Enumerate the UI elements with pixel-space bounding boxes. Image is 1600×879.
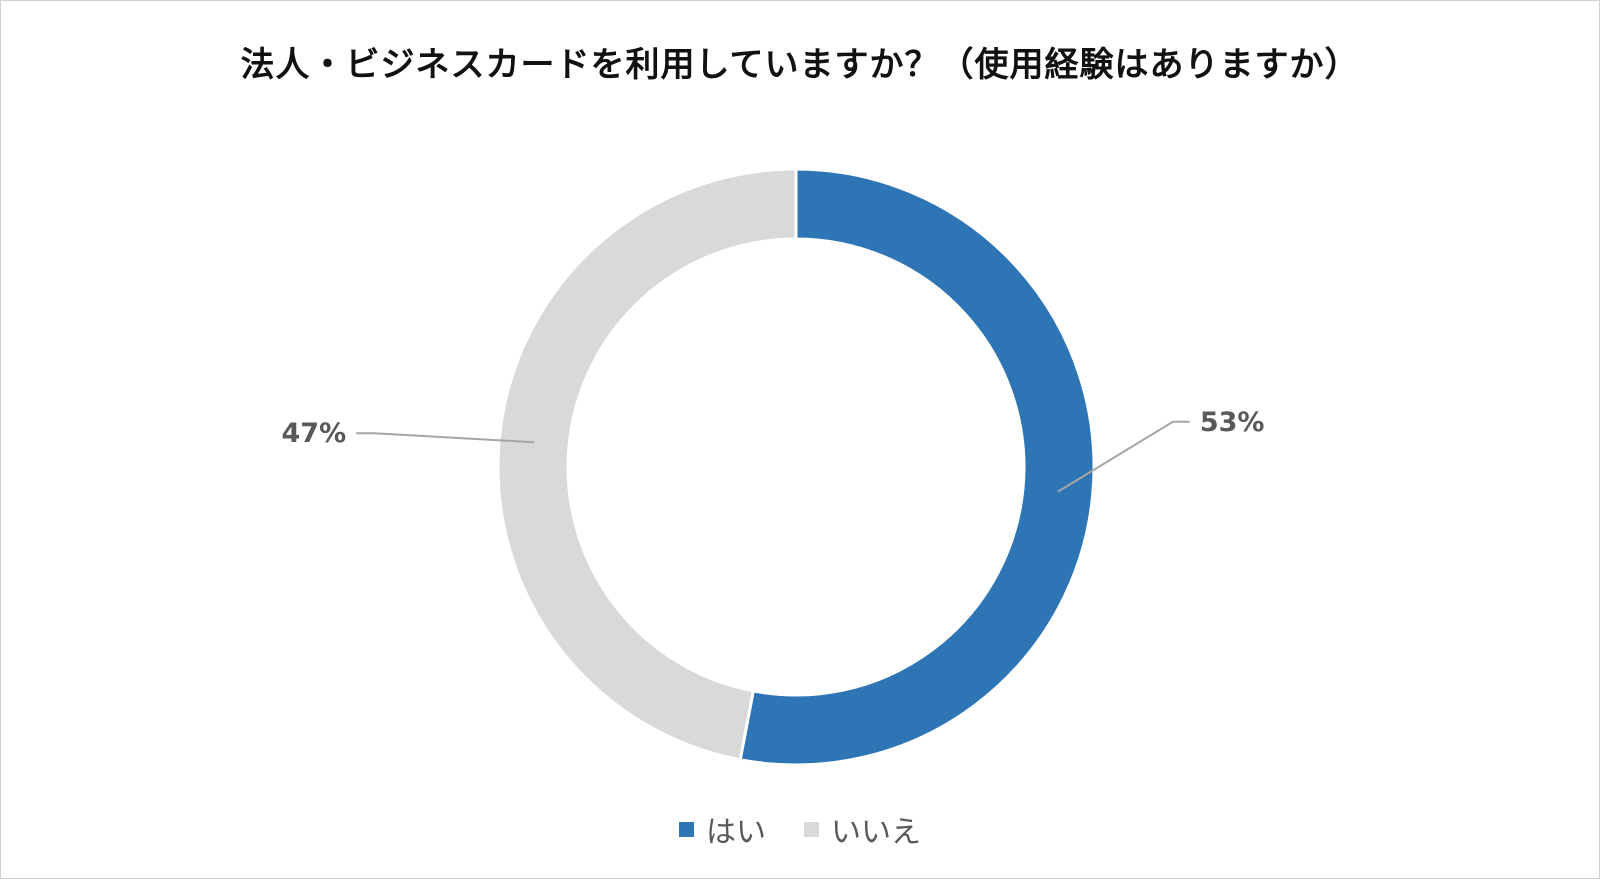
- donut-slices: [496, 167, 1096, 767]
- leader-line-no: [356, 432, 535, 444]
- slice-no: [496, 167, 798, 762]
- legend: はい いいえ: [1, 807, 1599, 851]
- data-label-yes: 53%: [1200, 407, 1265, 438]
- legend-label-yes: はい: [706, 815, 766, 850]
- legend-swatch-no: [804, 821, 819, 837]
- leader-line-yes: [1057, 420, 1190, 493]
- leader-lines: [356, 420, 1190, 493]
- slice-yes: [738, 167, 1096, 767]
- legend-item-yes: はい: [679, 807, 766, 851]
- chart-title: 法人・ビジネスカードを利用していますか？（使用経験はありますか）: [240, 45, 1360, 85]
- data-label-no: 47%: [282, 418, 347, 449]
- legend-label-no: いいえ: [831, 815, 921, 850]
- data-labels: 53% 47%: [282, 407, 1265, 449]
- legend-swatch-yes: [679, 821, 694, 837]
- legend-item-no: いいえ: [804, 807, 921, 851]
